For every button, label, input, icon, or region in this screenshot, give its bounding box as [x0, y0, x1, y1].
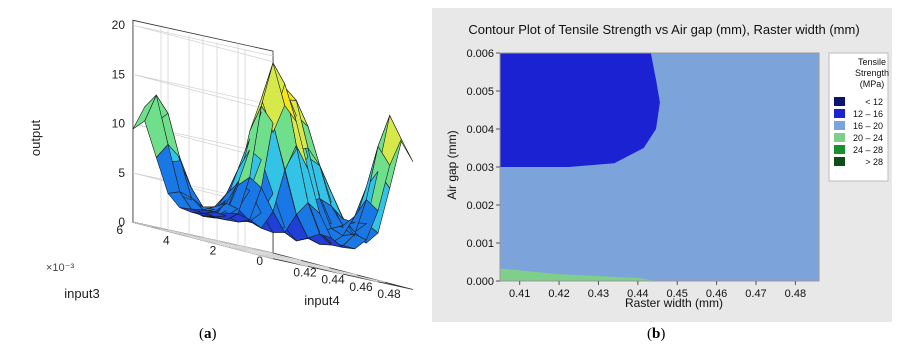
- contour-x-label: Raster width (mm): [625, 296, 723, 310]
- z-grid-line: [132, 221, 274, 260]
- contour-y-tick-label: 0.001: [466, 238, 494, 250]
- contour-x-tick-label: 0.44: [627, 288, 648, 300]
- y-tick-label: 0: [256, 254, 263, 268]
- legend-label: < 12: [865, 97, 883, 107]
- legend-label: 20 – 24: [853, 133, 883, 143]
- z-axis-label: output: [28, 120, 43, 157]
- contour-x-tick-label: 0.42: [548, 288, 569, 300]
- legend-title-line: Strength: [855, 68, 889, 78]
- surface-tick-labels: 0 5 10 15 20 0.42 0.44 0.46 0.48 0 2 4 6: [112, 18, 401, 301]
- surface-plot-panel: 0 5 10 15 20 0.42 0.44 0.46 0.48 0 2 4 6 output inpu…: [0, 0, 420, 320]
- contour-y-tick-label: 0.006: [466, 48, 494, 60]
- legend-title-line: (MPa): [860, 79, 885, 89]
- contour-y-tick-label: 0.004: [466, 124, 494, 136]
- contour-plot-panel: Contour Plot of Tensile Strength vs Air …: [432, 8, 892, 322]
- y-axis-label: input3: [64, 286, 99, 301]
- z-tick-label: 5: [118, 166, 125, 180]
- contour-y-tick-label: 0.002: [466, 200, 494, 212]
- x-tick-label: 0.42: [293, 265, 317, 279]
- y-tick-label: 4: [163, 233, 170, 247]
- contour-x-tick-label: 0.47: [745, 288, 766, 300]
- contour-y-tick-label: 0.003: [466, 162, 494, 174]
- y-tick-label: 6: [116, 223, 123, 237]
- z-grid-line: [132, 74, 274, 112]
- y-axis-exponent: ×10⁻³: [46, 262, 74, 274]
- legend-label: 24 – 28: [853, 145, 883, 155]
- x-grid-line: [188, 34, 330, 268]
- legend-label: > 28: [865, 157, 883, 167]
- contour-region-2: [500, 268, 656, 281]
- legend-swatch: [834, 157, 845, 166]
- legend-swatch: [834, 133, 845, 142]
- contour-axes: 0.41 0.42 0.43 0.44 0.45 0.46 0.47 0.48 0.000 0.0…: [466, 48, 820, 300]
- legend-title-line: Tensile: [858, 57, 886, 67]
- legend-label: 12 – 16: [853, 109, 883, 119]
- contour-y-tick-label: 0.005: [466, 86, 494, 98]
- contour-region-1: [500, 53, 660, 167]
- x-grid-line: [244, 49, 386, 283]
- x-tick-label: 0.44: [321, 273, 345, 287]
- z-tick-label: 20: [112, 18, 126, 32]
- surface-mesh: [132, 61, 414, 250]
- contour-x-tick-label: 0.48: [785, 288, 806, 300]
- contour-title: Contour Plot of Tensile Strength vs Air …: [468, 22, 859, 37]
- z-tick-label: 0: [118, 215, 125, 229]
- legend-label: 16 – 20: [853, 121, 883, 131]
- contour-x-tick-label: 0.43: [588, 288, 609, 300]
- y-grid-line: [202, 35, 344, 275]
- y-grid-line: [237, 43, 379, 283]
- x-grid-line: [216, 42, 358, 276]
- contour-x-tick-label: 0.41: [509, 288, 530, 300]
- legend-swatch: [834, 109, 845, 118]
- caption-b: (b): [647, 326, 666, 342]
- legend-swatch: [834, 121, 845, 130]
- contour-y-label: Air gap (mm): [445, 130, 459, 199]
- legend-swatch: [834, 145, 845, 154]
- surface-cell: [132, 94, 157, 130]
- surface-plot: 0 5 10 15 20 0.42 0.44 0.46 0.48 0 2 4 6 output inpu…: [0, 0, 420, 320]
- contour-plot: Contour Plot of Tensile Strength vs Air …: [445, 22, 889, 310]
- contour-regions: [500, 53, 819, 281]
- z-tick-label: 15: [112, 67, 126, 81]
- x-tick-label: 0.48: [377, 287, 401, 301]
- contour-x-tick-label: 0.46: [706, 288, 727, 300]
- legend-swatch: [834, 97, 845, 106]
- caption-a: (a): [199, 326, 217, 342]
- x-tick-label: 0.46: [349, 280, 373, 294]
- z-tick-label: 10: [112, 117, 126, 131]
- y-grid-line: [167, 28, 309, 267]
- z-grid-line: [132, 123, 274, 161]
- x-axis-label: input4: [304, 293, 339, 308]
- y-tick-label: 2: [210, 244, 217, 258]
- x-grid-line: [160, 27, 302, 261]
- contour-x-tick-label: 0.45: [667, 288, 688, 300]
- contour-y-tick-label: 0.000: [466, 276, 494, 288]
- z-grid-line: [132, 24, 274, 63]
